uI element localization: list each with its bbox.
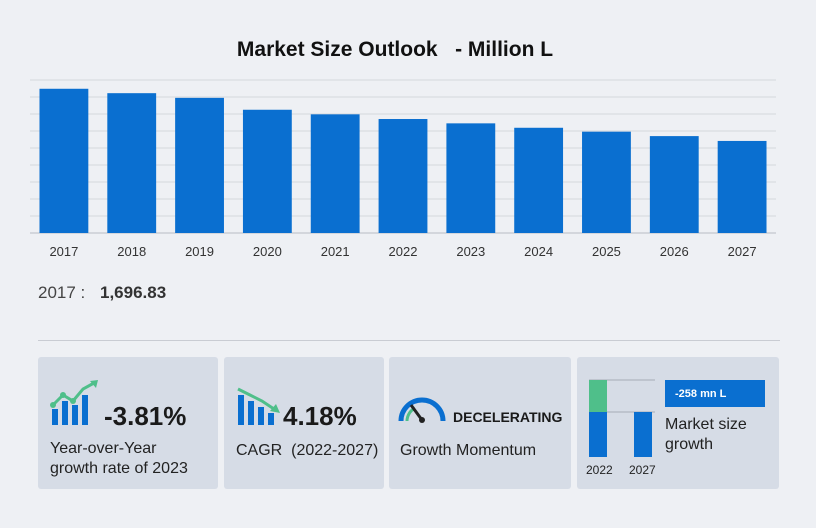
x-tick-label-2018: 2018 — [117, 244, 146, 259]
growth-label-line1: Market size — [665, 415, 747, 435]
x-tick-label-2024: 2024 — [524, 244, 553, 259]
baseline-value-row: 2017 : 1,696.83 — [38, 283, 166, 303]
x-tick-label-2027: 2027 — [728, 244, 757, 259]
growth-label-line2: growth — [665, 435, 713, 455]
chart-x-tick-labels: 2017 2018 2019 2020 2021 2022 2023 2024 2025 2026… — [49, 244, 756, 259]
momentum-card: DECELERATING Growth Momentum — [389, 357, 571, 489]
bar-2019[interactable] — [175, 98, 224, 233]
bar-2026[interactable] — [650, 136, 699, 233]
bar-2017[interactable] — [39, 89, 88, 233]
baseline-value: 1,696.83 — [100, 283, 166, 302]
x-tick-label-2020: 2020 — [253, 244, 282, 259]
x-tick-label-2026: 2026 — [660, 244, 689, 259]
baseline-year: 2017 : — [38, 283, 85, 302]
bar-2024[interactable] — [514, 128, 563, 233]
x-tick-label-2022: 2022 — [389, 244, 418, 259]
bar-trend-down-icon — [236, 387, 282, 427]
growth-year-end: 2027 — [629, 463, 656, 477]
bar-2021[interactable] — [311, 114, 360, 233]
cagr-value: 4.18% — [283, 401, 357, 432]
bar-chart: 2017 2018 2019 2020 2021 2022 2023 2024 2025 2026… — [0, 0, 816, 270]
growth-badge: -258 mn L — [665, 380, 765, 407]
x-tick-label-2019: 2019 — [185, 244, 214, 259]
growth-card: -258 mn L Market size growth 2022 2027 — [577, 357, 779, 489]
momentum-label: Growth Momentum — [400, 441, 536, 461]
yoy-label-line2: growth rate of 2023 — [50, 459, 188, 479]
yoy-card: -3.81% Year-over-Year growth rate of 202… — [38, 357, 218, 489]
bar-2020[interactable] — [243, 110, 292, 233]
bar-2027[interactable] — [718, 141, 767, 233]
bar-2018[interactable] — [107, 93, 156, 233]
x-tick-label-2017: 2017 — [49, 244, 78, 259]
growth-start-bar — [589, 412, 607, 457]
yoy-label-line1: Year-over-Year — [50, 439, 156, 459]
speedometer-icon — [397, 393, 447, 423]
section-divider — [38, 340, 780, 341]
growth-end-bar — [634, 412, 652, 457]
cagr-card: 4.18% CAGR (2022-2027) — [224, 357, 384, 489]
growth-year-start: 2022 — [586, 463, 613, 477]
x-tick-label-2021: 2021 — [321, 244, 350, 259]
bar-2022[interactable] — [379, 119, 428, 233]
growth-comparison-bars — [577, 357, 667, 462]
growth-start-increment-bar — [589, 380, 607, 412]
momentum-word: DECELERATING — [453, 409, 562, 425]
chart-bars — [39, 89, 766, 233]
cagr-label: CAGR (2022-2027) — [236, 441, 378, 461]
x-tick-label-2023: 2023 — [456, 244, 485, 259]
bar-trend-up-icon — [50, 379, 100, 427]
yoy-value: -3.81% — [104, 401, 186, 432]
x-tick-label-2025: 2025 — [592, 244, 621, 259]
bar-2023[interactable] — [446, 123, 495, 233]
bar-2025[interactable] — [582, 132, 631, 233]
